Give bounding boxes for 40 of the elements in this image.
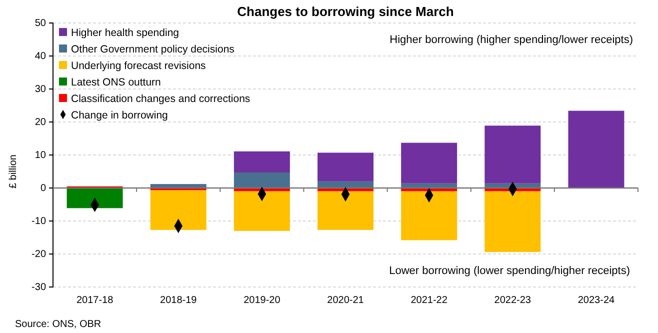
y-tick-label: -30 <box>32 282 46 294</box>
annotation: Higher borrowing (higher spending/lower receipts) <box>390 34 633 46</box>
annotation: Lower borrowing (lower spending/higher receipts) <box>389 264 630 277</box>
x-tick-label: 2018-19 <box>160 295 198 306</box>
x-tick-label: 2017-18 <box>76 295 114 306</box>
y-axis-title: £ billion <box>8 154 19 188</box>
legend-label: Latest ONS outturn <box>71 76 162 88</box>
bar <box>234 151 290 172</box>
bar <box>568 110 624 188</box>
y-tick-label: -10 <box>32 216 46 228</box>
x-tick-label: 2019-20 <box>244 295 281 306</box>
bar <box>484 126 541 184</box>
x-tick-label: 2020-21 <box>327 295 364 306</box>
x-tick-label: 2022-23 <box>494 295 532 306</box>
bar <box>318 191 374 230</box>
bar <box>234 172 290 188</box>
y-tick-label: 20 <box>34 117 46 128</box>
source-note: Source: ONS, OBR <box>15 319 102 330</box>
y-tick-label: 50 <box>34 18 46 30</box>
legend-label: Higher health spending <box>71 27 180 39</box>
bar <box>318 152 374 182</box>
bar <box>318 181 374 188</box>
y-tick-label: 0 <box>40 183 46 194</box>
bar <box>401 142 458 184</box>
bar <box>484 191 541 252</box>
bar <box>401 191 458 240</box>
legend-label: Change in borrowing <box>71 110 168 122</box>
y-tick-label: -20 <box>32 249 46 260</box>
x-tick-label: 2023-24 <box>578 295 615 306</box>
bar <box>234 191 290 231</box>
y-tick-label: 30 <box>34 84 46 96</box>
bar <box>66 188 123 208</box>
y-tick-label: 10 <box>34 150 46 162</box>
x-tick-label: 2021-22 <box>410 295 448 306</box>
legend-label: Underlying forecast revisions <box>71 60 206 72</box>
legend-label: Other Government policy decisions <box>71 44 234 56</box>
y-tick-label: 40 <box>34 51 46 62</box>
bar <box>150 190 206 230</box>
chart-title: Changes to borrowing since March <box>237 4 454 19</box>
legend-label: Classification changes and corrections <box>71 93 250 105</box>
